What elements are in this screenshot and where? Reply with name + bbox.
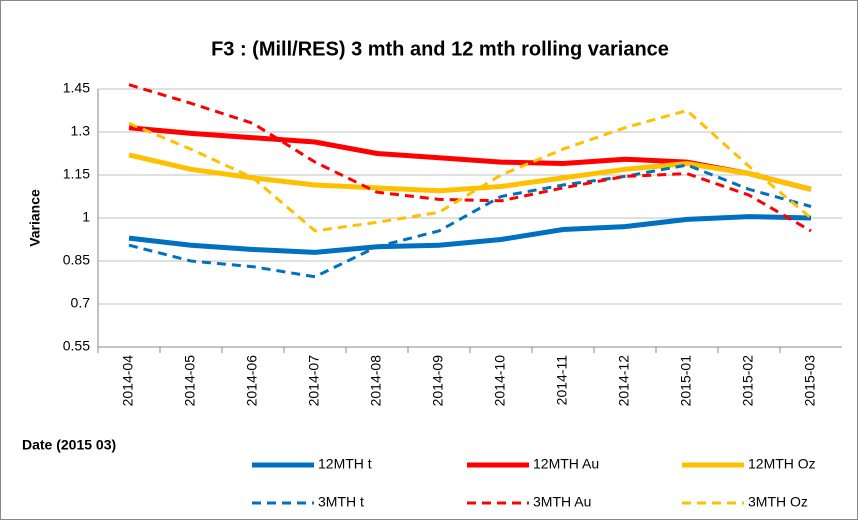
legend-label: 3MTH t xyxy=(318,494,364,510)
y-tick-label: 1.3 xyxy=(71,123,91,139)
x-tick-label: 2014-09 xyxy=(430,355,446,407)
series-line xyxy=(128,83,812,233)
x-tick-label: 2014-10 xyxy=(492,355,508,407)
x-tick-label: 2015-02 xyxy=(740,355,756,407)
x-tick-label: 2015-03 xyxy=(802,355,818,407)
x-tick-label: 2014-12 xyxy=(616,355,632,407)
legend-label: 12MTH Oz xyxy=(748,456,816,472)
x-tick-label: 2015-01 xyxy=(678,355,694,407)
x-tick-label: 2014-07 xyxy=(306,355,322,407)
x-tick-label: 2014-05 xyxy=(182,355,198,407)
series-line xyxy=(128,163,812,279)
x-tick-label: 2014-08 xyxy=(368,355,384,407)
y-tick-label: 1.45 xyxy=(63,80,90,96)
x-tick-label: 2014-04 xyxy=(120,355,136,407)
series-line xyxy=(128,108,812,233)
series-line xyxy=(128,152,812,194)
legend-label: 3MTH Au xyxy=(533,494,591,510)
y-tick-label: 1.15 xyxy=(63,166,90,182)
x-tick-label: 2014-06 xyxy=(244,355,260,407)
x-tick-label: 2014-11 xyxy=(554,355,570,406)
x-axis-title: Date (2015 03) xyxy=(22,437,116,453)
legend-label: 3MTH Oz xyxy=(748,494,808,510)
y-tick-label: 0.55 xyxy=(63,338,90,354)
y-tick-label: 0.85 xyxy=(63,252,90,268)
y-tick-label: 1 xyxy=(82,209,90,225)
y-axis-title: Variance xyxy=(27,189,43,247)
y-tick-label: 0.7 xyxy=(71,295,91,311)
legend-label: 12MTH t xyxy=(318,456,372,472)
legend-label: 12MTH Au xyxy=(533,456,599,472)
chart-title: F3 : (Mill/RES) 3 mth and 12 mth rolling… xyxy=(211,38,669,60)
series-line xyxy=(128,214,812,255)
